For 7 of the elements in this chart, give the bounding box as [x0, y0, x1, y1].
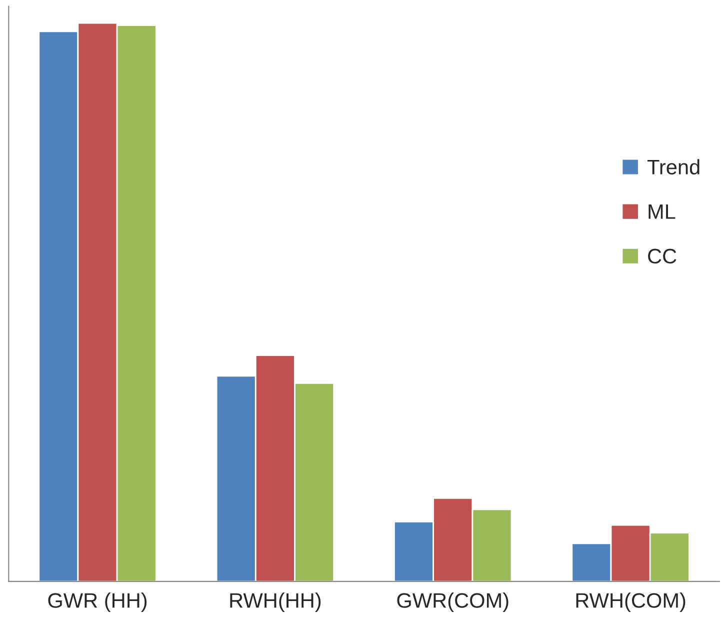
x-tick-label: GWR(COM) [397, 592, 508, 612]
x-tick-label: RWH(HH) [230, 592, 321, 612]
x-tick-label: RWH(COM) [576, 592, 686, 612]
legend-label: ML [648, 204, 676, 219]
legend-label: Trend [647, 159, 700, 174]
legend-label: CC [648, 248, 676, 264]
x-tick-label: GWR (HH) [48, 592, 147, 612]
